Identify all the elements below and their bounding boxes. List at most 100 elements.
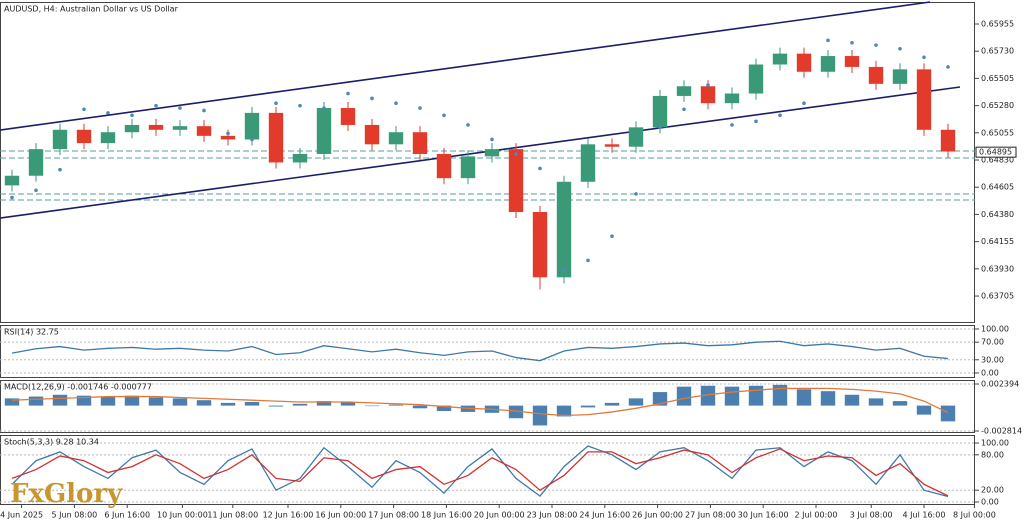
candle-body	[268, 112, 284, 163]
candle-body	[868, 66, 884, 84]
candle-body	[916, 69, 932, 130]
y-tick-label: 0.00	[981, 497, 999, 506]
histogram-bar	[556, 405, 572, 417]
y-tick-label: 30.00	[981, 355, 1004, 364]
histogram-bar	[292, 403, 308, 406]
y-tick-label: 0.64155	[981, 237, 1014, 246]
histogram-bar	[316, 401, 332, 406]
histogram-bar	[148, 397, 164, 406]
sar-dot	[322, 106, 326, 110]
panel-frame	[0, 325, 975, 378]
candle-body	[532, 212, 548, 278]
current-price: 0.64895	[979, 148, 1012, 157]
y-tick-label: -0.002814	[981, 426, 1022, 435]
candle-body	[148, 124, 164, 130]
price-box	[975, 146, 1017, 158]
sar-dot	[706, 83, 710, 87]
sar-dot	[586, 258, 590, 263]
sar-dot	[34, 188, 38, 193]
y-tick-label: 100.00	[981, 324, 1009, 333]
candle-body	[124, 124, 140, 133]
sar-dot	[754, 119, 758, 124]
sar-dot	[826, 38, 830, 43]
candle-body	[196, 126, 212, 136]
candle-body	[484, 149, 500, 157]
x-tick-label: 11 Jun 08:00	[207, 511, 258, 520]
histogram-bar	[916, 405, 932, 415]
histogram-bar	[412, 405, 428, 409]
y-tick-label: 0.64830	[981, 156, 1014, 165]
y-tick-label: 20.00	[981, 486, 1004, 495]
sar-dot	[226, 131, 230, 136]
sar-dot	[274, 101, 278, 105]
y-tick-label: 0.65730	[981, 47, 1014, 56]
y-tick-label: 0.65505	[981, 74, 1014, 83]
candle-body	[796, 53, 812, 72]
x-tick-label: 20 Jun 00:00	[474, 511, 525, 520]
sar-dot	[58, 167, 62, 172]
channel-line	[0, 1, 931, 131]
candle-body	[28, 149, 44, 176]
sar-dot	[250, 137, 254, 142]
panel-title: RSI(14) 32.75	[4, 328, 59, 337]
x-tick-label: 10 Jun 00:00	[157, 511, 208, 520]
x-tick-label: 24 Jun 16:00	[579, 511, 630, 520]
candle-body	[388, 132, 404, 145]
histogram-bar	[100, 396, 116, 406]
histogram-bar	[388, 404, 404, 406]
histogram-bar	[868, 398, 884, 406]
sar-dot	[730, 123, 734, 127]
sar-dot	[850, 40, 854, 45]
y-tick-label: 0.64605	[981, 183, 1014, 192]
histogram-bar	[748, 385, 764, 406]
histogram-bar	[604, 402, 620, 406]
x-tick-label: 26 Jun 00:00	[632, 511, 683, 520]
candle-body	[604, 144, 620, 147]
indicator-line	[11, 445, 949, 498]
sar-dot	[346, 91, 350, 96]
y-tick-label: 0.65280	[981, 101, 1014, 110]
candle-body	[364, 124, 380, 145]
y-tick-label: 0.00	[981, 368, 999, 377]
candle-body	[652, 95, 668, 128]
histogram-bar	[724, 386, 740, 406]
x-tick-label: 4 Jun 2025	[0, 511, 43, 520]
sar-dot	[154, 103, 158, 108]
y-tick-label: 70.00	[981, 338, 1004, 347]
x-tick-label: 30 Jun 16:00	[738, 511, 789, 520]
histogram-bar	[124, 395, 140, 406]
histogram-bar	[628, 398, 644, 406]
y-tick-label: 0.002394	[981, 379, 1019, 388]
candle-body	[316, 108, 332, 154]
candle-body	[220, 135, 236, 140]
panel-frame	[0, 435, 975, 505]
y-tick-label: 0.63930	[981, 264, 1014, 273]
sar-dot	[634, 192, 638, 196]
sar-dot	[514, 152, 518, 156]
histogram-bar	[268, 405, 284, 407]
histogram-bar	[676, 386, 692, 406]
candle-body	[460, 156, 476, 179]
channel-line	[0, 86, 961, 219]
candle-body	[4, 175, 20, 186]
y-tick-label: 0.65955	[981, 20, 1014, 29]
x-tick-label: 5 Jun 08:00	[52, 511, 98, 520]
candle-body	[76, 129, 92, 144]
x-tick-label: 27 Jun 08:00	[685, 511, 736, 520]
indicator-line	[11, 340, 949, 362]
candle-body	[820, 56, 836, 72]
histogram-bar	[700, 385, 716, 406]
sar-dot	[370, 96, 374, 101]
panel-title: AUDUSD, H4: Australian Dollar vs US Doll…	[4, 5, 179, 14]
histogram-bar	[76, 395, 92, 406]
sar-dot	[610, 234, 614, 238]
histogram-bar	[364, 405, 380, 407]
sar-dot	[202, 108, 206, 113]
sar-dot	[538, 166, 542, 171]
panel-title: Stoch(5,3,3) 9.28 10.34	[4, 438, 99, 447]
x-tick-label: 23 Jun 08:00	[527, 511, 578, 520]
histogram-bar	[892, 401, 908, 406]
histogram-bar	[580, 405, 596, 408]
histogram-bar	[196, 400, 212, 406]
